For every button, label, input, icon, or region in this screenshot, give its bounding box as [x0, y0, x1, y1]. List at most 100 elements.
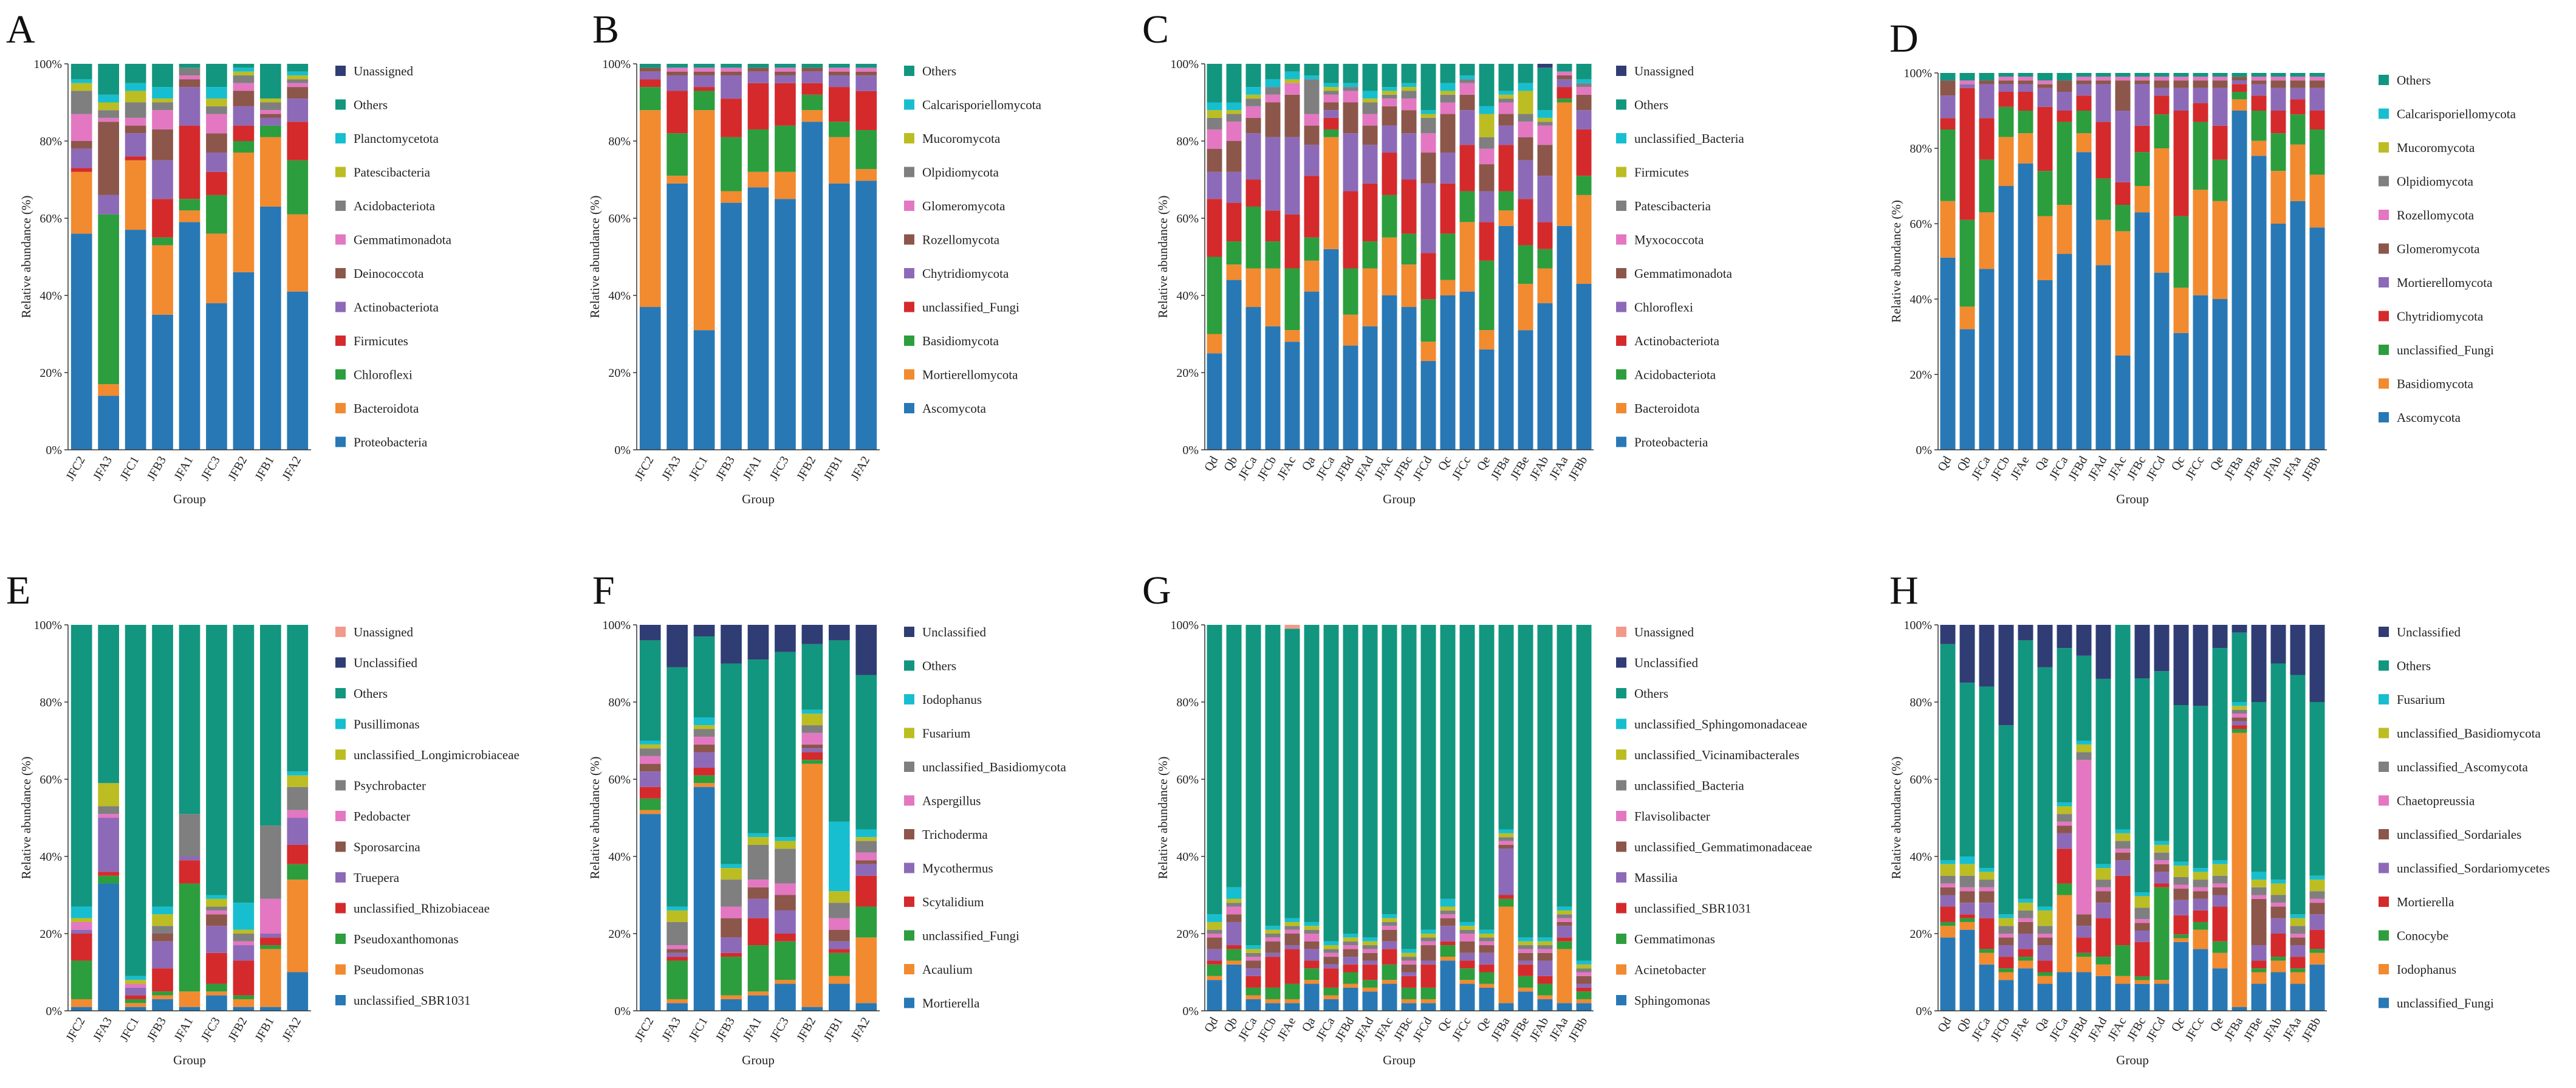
bar-segment	[666, 625, 688, 667]
x-tick-label: JFAc	[1372, 454, 1396, 482]
bar-segment	[1265, 326, 1281, 450]
bar-segment	[1998, 968, 2014, 973]
x-tick-label: JFCa	[2047, 1015, 2071, 1044]
bar-segment	[1323, 87, 1339, 91]
y-tick-label: 40%	[1176, 850, 1199, 864]
bar-segment	[233, 934, 255, 942]
bar-segment	[2018, 73, 2033, 77]
legend-swatch	[335, 841, 346, 852]
legend-swatch	[335, 403, 346, 413]
bar-segment	[2270, 972, 2286, 1011]
bar-segment	[1245, 945, 1261, 949]
y-tick-label: 20%	[1176, 367, 1199, 380]
bar-segment	[179, 210, 200, 222]
legend-label: Gemmatimonadota	[354, 233, 452, 247]
legend-swatch	[904, 964, 914, 974]
x-tick-label: JFBa	[2222, 1015, 2246, 1044]
bar-segment	[98, 110, 119, 118]
bar-segment	[666, 945, 688, 949]
bar-segment	[1518, 91, 1533, 114]
bar-segment	[2212, 77, 2228, 81]
bar-segment	[693, 625, 715, 637]
bar-segment	[206, 64, 227, 88]
bar-segment	[1207, 334, 1222, 354]
bar-segment	[1459, 94, 1475, 111]
legend-label: Pusillimonas	[354, 717, 420, 732]
bar-segment	[2173, 915, 2189, 935]
bar-segment	[1304, 291, 1320, 450]
bar-segment	[260, 1007, 281, 1011]
legend-swatch	[904, 201, 914, 211]
legend-swatch	[2379, 277, 2389, 287]
bar-segment	[1498, 906, 1514, 1004]
bar-segment	[747, 898, 769, 918]
y-tick-label: 0%	[46, 1005, 62, 1018]
bar-segment	[1401, 83, 1417, 88]
legend-label: Mortierella	[922, 996, 980, 1011]
bar-segment	[233, 125, 255, 141]
bar-segment	[1382, 125, 1397, 153]
bar-segment	[2095, 957, 2111, 965]
bar-segment	[1265, 241, 1281, 269]
bar-segment	[1979, 949, 1995, 953]
bar-segment	[1226, 241, 1242, 265]
legend-swatch	[904, 930, 914, 941]
bar-segment	[829, 71, 850, 76]
bar-segment	[1362, 964, 1378, 980]
bar-segment	[2193, 80, 2208, 88]
bar-segment	[2134, 73, 2150, 77]
x-tick-label: Qa	[2033, 454, 2052, 473]
x-tick-label: JFAa	[2280, 454, 2304, 482]
bar-segment	[1959, 891, 1975, 903]
bar-segment	[70, 960, 92, 999]
legend-label: unclassified_Fungi	[2397, 996, 2494, 1011]
bar-segment	[1959, 73, 1975, 81]
bar-segment	[98, 818, 119, 872]
bar-segment	[1479, 114, 1495, 137]
bar-segment	[70, 906, 92, 918]
bar-segment	[2154, 883, 2170, 887]
bar-segment	[666, 910, 688, 922]
bar-segment	[2154, 983, 2170, 1011]
bar-segment	[747, 837, 769, 845]
bar-segment	[2251, 960, 2267, 969]
bar-segment	[2212, 80, 2228, 88]
bar-segment	[233, 141, 255, 153]
bar-segment	[1518, 952, 1533, 961]
bar-segment	[2193, 880, 2208, 887]
bar-segment	[2018, 163, 2033, 450]
bar-segment	[1576, 195, 1592, 284]
bar-segment	[98, 384, 119, 396]
bar-segment	[2270, 73, 2286, 77]
bar-segment	[1382, 64, 1397, 88]
bar-segment	[855, 75, 877, 91]
bar-segment	[98, 195, 119, 215]
bar-segment	[693, 729, 715, 737]
bar-segment	[1440, 114, 1456, 153]
legend-label: Sphingomonas	[1634, 993, 1710, 1008]
legend-label: Flavisolibacter	[1634, 809, 1710, 824]
bar-segment	[1518, 964, 1533, 976]
bar-segment	[1998, 186, 2014, 450]
bar-segment	[2037, 926, 2053, 934]
bar-segment	[1382, 98, 1397, 106]
bar-segment	[1304, 176, 1320, 238]
bar-segment	[693, 110, 715, 331]
bar-segment	[1998, 957, 2014, 969]
bar-segment	[1304, 79, 1320, 114]
bar-segment	[2309, 174, 2325, 228]
bar-segment	[1207, 117, 1222, 129]
bar-segment	[801, 644, 823, 710]
bar-segment	[1979, 903, 1995, 918]
legend-label: unclassified_Basidiomycota	[922, 760, 1066, 774]
x-tick-label: JFCa	[1314, 454, 1338, 483]
bar-segment	[1343, 945, 1358, 949]
x-tick-label: JFCa	[1969, 1015, 1993, 1044]
bar-segment	[855, 937, 877, 1004]
bar-segment	[2193, 872, 2208, 880]
bar-segment	[2095, 678, 2111, 864]
bar-segment	[1537, 117, 1553, 122]
bar-segment	[1362, 987, 1378, 992]
bar-segment	[98, 94, 119, 103]
bar-segment	[2115, 205, 2131, 232]
